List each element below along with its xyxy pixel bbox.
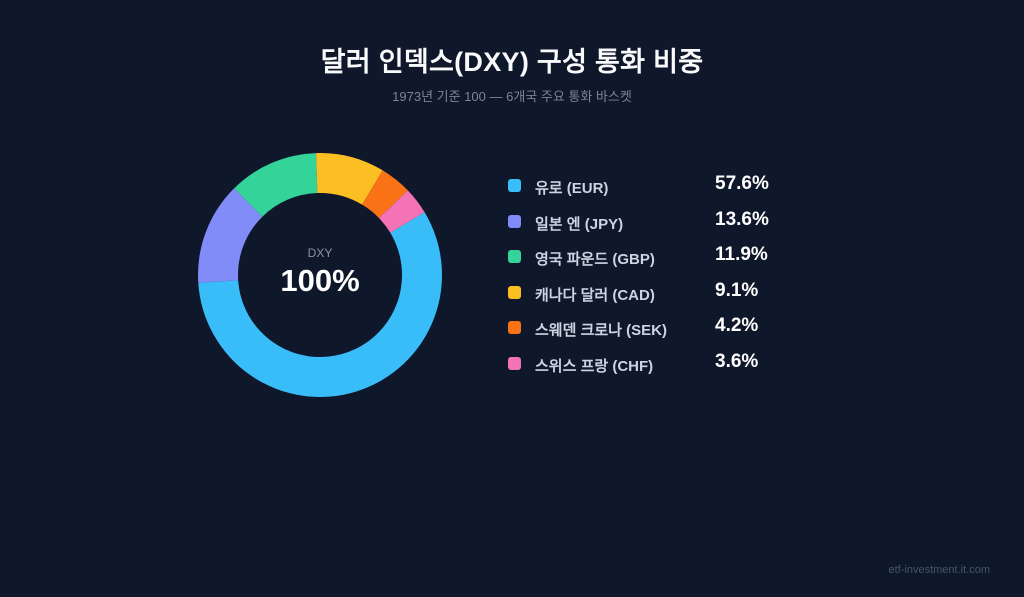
legend-label: 스웨덴 크로나 (SEK): [535, 322, 667, 340]
legend-swatch-eur: [508, 179, 521, 192]
legend-swatch-jpy: [508, 214, 521, 228]
legend-item-jpy[interactable]: 일본 엔 (JPY) 13.6%: [508, 206, 808, 242]
watermark: etf-investment.it.com: [888, 564, 990, 576]
donut-center-value: 100%: [280, 263, 360, 298]
legend-swatch-sek: [508, 321, 521, 335]
legend: 유로 (EUR) 57.6% 일본 엔 (JPY) 13.6% 영국 파운드 (…: [508, 170, 808, 384]
donut-slice-0[interactable]: [198, 212, 442, 397]
legend-label: 영국 파운드 (GBP): [535, 251, 655, 269]
legend-value: 13.6%: [715, 208, 769, 230]
donut-chart: [198, 153, 442, 397]
donut-slice-1[interactable]: [198, 188, 263, 283]
legend-label: 스위스 프랑 (CHF): [535, 357, 654, 375]
chart-subtitle: 1973년 기준 100 — 6개국 주요 통화 바스켓: [392, 89, 632, 104]
legend-value: 4.2%: [715, 315, 759, 337]
legend-value: 3.6%: [715, 350, 759, 372]
donut-center-label: DXY: [307, 246, 333, 260]
legend-swatch-gbp: [508, 250, 521, 264]
legend-item-eur[interactable]: 유로 (EUR) 57.6%: [508, 170, 808, 206]
legend-value: 9.1%: [715, 279, 759, 301]
legend-swatch-chf: [508, 356, 521, 370]
legend-label: 일본 엔 (JPY): [535, 215, 624, 233]
donut-slice-4[interactable]: [362, 170, 408, 219]
legend-item-gbp[interactable]: 영국 파운드 (GBP) 11.9%: [508, 241, 808, 277]
legend-swatch-cad: [508, 285, 521, 299]
donut-slice-3[interactable]: [316, 153, 383, 205]
legend-item-sek[interactable]: 스웨덴 크로나 (SEK) 4.2%: [508, 312, 808, 348]
legend-item-cad[interactable]: 캐나다 달러 (CAD) 9.1%: [508, 277, 808, 313]
legend-value: 11.9%: [715, 244, 768, 266]
donut-slice-5[interactable]: [379, 190, 425, 233]
legend-label: 유로 (EUR): [535, 180, 609, 197]
legend-item-chf[interactable]: 스위스 프랑 (CHF) 3.6%: [508, 348, 808, 384]
legend-label: 캐나다 달러 (CAD): [535, 286, 655, 304]
donut-slice-2[interactable]: [234, 153, 318, 217]
legend-value: 57.6%: [715, 173, 769, 194]
chart-title: 달러 인덱스(DXY) 구성 통화 비중: [320, 47, 704, 77]
